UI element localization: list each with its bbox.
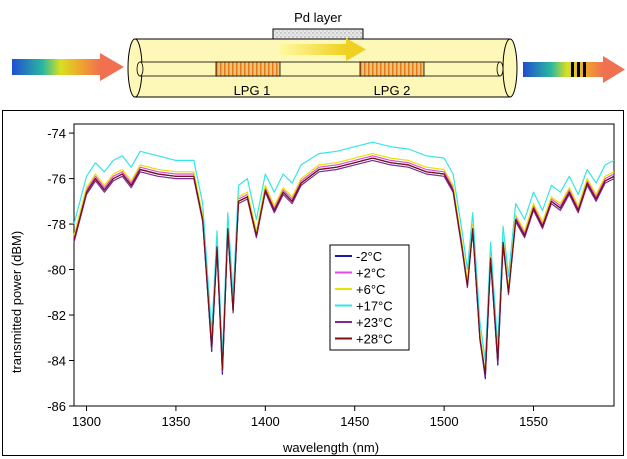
x-tick-label: 1350 — [161, 414, 190, 429]
plot-border — [73, 123, 615, 407]
legend-box — [329, 244, 410, 351]
series-line — [73, 152, 615, 373]
chart-frame — [2, 110, 624, 456]
pd-layer — [272, 28, 364, 40]
legend-label: +23°C — [356, 315, 393, 330]
y-tick-label: -76 — [47, 172, 66, 187]
series-layer — [73, 141, 615, 380]
legend-label: +28°C — [356, 332, 393, 347]
y-tick-label: -78 — [47, 217, 66, 232]
y-tick-label: -84 — [47, 354, 66, 369]
lpg1-grating — [215, 61, 281, 77]
propagation-arrow — [280, 38, 366, 61]
legend-label: -2°C — [356, 249, 382, 264]
x-tick-label: 1500 — [430, 414, 459, 429]
legend-label: +2°C — [356, 266, 385, 281]
input-light-arrow — [12, 53, 124, 81]
lpg1-label: LPG 1 — [234, 83, 271, 98]
series-line — [73, 155, 615, 375]
output-light-arrow — [523, 56, 625, 83]
x-axis-label: wavelength (nm) — [282, 440, 379, 455]
lpg2-label: LPG 2 — [374, 83, 411, 98]
x-tick-label: 1300 — [72, 414, 101, 429]
plot-area — [73, 123, 615, 407]
x-tick-label: 1550 — [519, 414, 548, 429]
lpg2-grating — [359, 61, 425, 77]
series-line — [73, 157, 615, 375]
series-line — [73, 159, 615, 377]
y-axis-label: transmitted power (dBM) — [9, 231, 24, 373]
legend-label: +17°C — [356, 299, 393, 314]
x-tick-label: 1400 — [251, 414, 280, 429]
axes: -74 -76 -78 -80 -82 -84 -86 1300 1350 1400 1450 150… — [47, 126, 548, 429]
legend-label: +6°C — [356, 282, 385, 297]
y-tick-label: -86 — [47, 399, 66, 414]
x-tick-label: 1450 — [340, 414, 369, 429]
series-line — [73, 141, 615, 362]
fiber-core — [136, 61, 504, 77]
y-tick-label: -80 — [47, 263, 66, 278]
y-tick-label: -74 — [47, 126, 66, 141]
transmission-chart: -74 -76 -78 -80 -82 -84 -86 1300 1350 1400 1450 150… — [9, 123, 615, 455]
pd-layer-label: Pd layer — [294, 10, 342, 25]
legend: -2°C +2°C+6°C +17°C+23°C +28°C — [329, 244, 410, 351]
y-tick-label: -82 — [47, 308, 66, 323]
fiber-schematic: Pd layer LPG 1 LPG 2 — [12, 10, 625, 98]
